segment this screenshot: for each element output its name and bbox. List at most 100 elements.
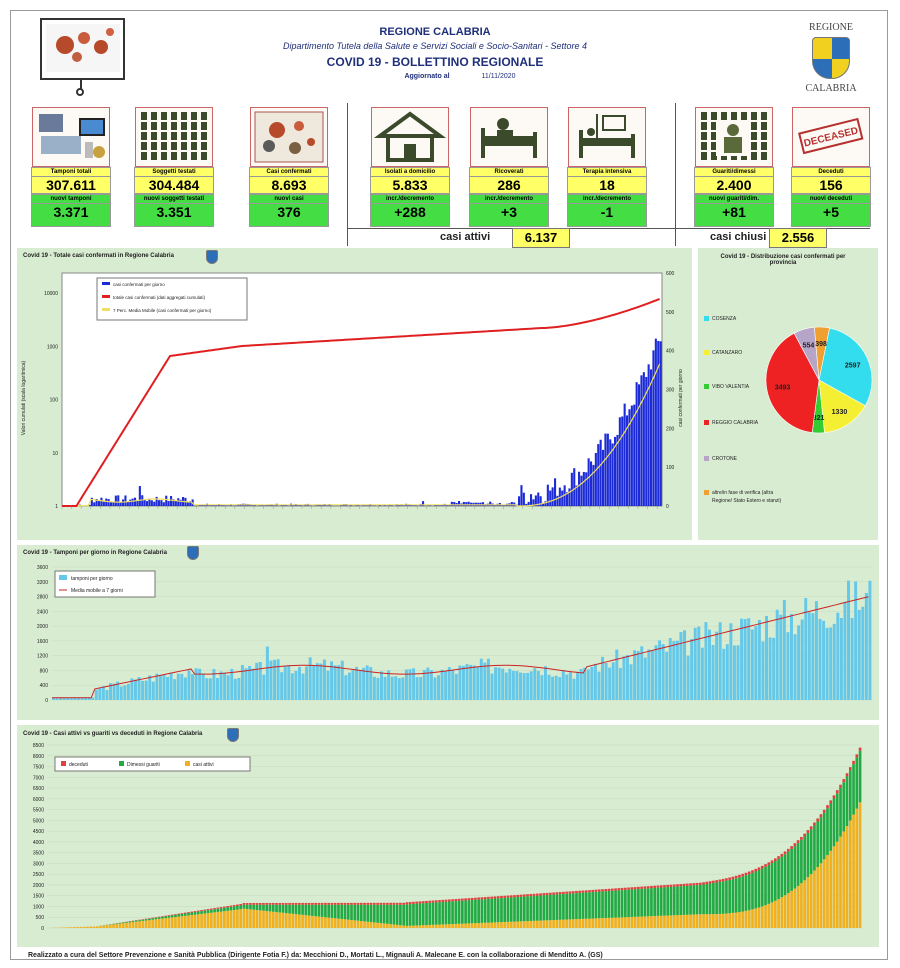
chart3-bar [429,670,433,700]
chart3-bar [315,663,319,700]
chart3-bar [836,612,840,700]
people-grid-icon [135,107,213,167]
chart1-legend [96,277,248,321]
chart1-bar [652,350,655,506]
chart3-bar [326,670,330,700]
chart3-y-tick: 1600 [37,639,48,645]
chart4-deceduti-bar [245,903,249,905]
chart4-guariti-bar [503,897,507,922]
chart3-bar [558,677,562,700]
chart4-deceduti-bar [161,916,164,917]
chart1-bar [566,492,569,506]
chart4-attivi-bar [405,925,409,928]
region-logo: REGIONE CALABRIA [800,22,862,94]
chart4-deceduti-bar [252,903,256,905]
chart4-guariti-bar [223,907,226,912]
chart4-y-tick: 8000 [33,754,44,760]
chart4-deceduti-bar [399,902,402,905]
chart1-bar [266,505,269,506]
chart4-attivi-bar [708,914,712,928]
chart4-attivi-bar [552,920,555,928]
chart3-bar [173,679,177,700]
chart4-guariti-bar [506,897,510,922]
chart1-bar [90,497,93,506]
chart3-bar [665,651,669,700]
chart4-attivi-bar [610,917,614,928]
chart4-guariti-bar [425,903,428,926]
chart3-bar [130,678,134,700]
chart1-bar [532,499,535,506]
chart4-attivi-bar [239,909,242,928]
chart4-guariti-bar [699,884,702,915]
stat-value: 307.611 [31,176,111,194]
chart4-attivi-bar [291,913,295,928]
chart4-guariti-bar [659,887,663,916]
chart4-attivi-bar [692,914,696,928]
chart4-guariti-bar [382,904,386,924]
chart1-left-tick: 10000 [44,291,58,297]
chart3-bar [508,668,512,700]
chart3-bar [486,658,490,700]
chart4-attivi-bar [689,914,692,928]
chart1-bar [575,485,578,506]
chart3-bar [69,698,73,700]
chart1-bar [412,505,415,506]
chart4-attivi-bar [594,918,598,928]
chart4-guariti-bar [682,886,686,915]
chart4-deceduti-bar [757,867,761,871]
chart4-guariti-bar [183,913,187,916]
chart4-deceduti-bar [734,875,738,879]
chart3-bar [590,666,594,700]
chart4-attivi-bar [340,918,344,928]
chart1-bar [354,505,357,506]
chart4-attivi-bar [337,918,340,928]
chart4-guariti-bar [402,904,405,926]
chart4-guariti-bar [337,904,340,919]
chart4-deceduti-bar [813,822,816,826]
chart4-deceduti-bar [773,858,777,862]
chart4-guariti-bar [304,904,308,916]
chart3-bar [568,672,572,700]
chart4-attivi-bar [431,924,435,928]
chart3-bar [362,667,366,700]
chart4-attivi-bar [529,920,533,928]
chart4-attivi-bar [157,918,161,928]
chart4-guariti-bar [157,917,161,919]
chart3-bar [404,669,408,700]
chart4-deceduti-bar [620,887,624,891]
chart4-guariti-bar [610,890,614,918]
chart4-y-tick: 4000 [33,840,44,846]
chart4-guariti-bar [646,888,650,917]
chart1-bar [594,452,597,506]
chart3-bar [255,662,259,700]
chart3-y-tick: 3200 [37,580,48,586]
chart3-bar [772,637,776,700]
chart4-guariti-bar [617,890,621,918]
chart4-guariti-bar [627,889,630,918]
chart1-legend-swatch [102,308,110,311]
chart4-deceduti-bar [284,902,288,905]
chart4-attivi-bar [288,913,291,928]
chart4-attivi-bar [578,919,582,928]
chart3-bar [743,619,747,700]
updated-date: 11/11/2020 [481,73,516,80]
chart4-guariti-bar [672,886,676,916]
pie-legend-label: VIBO VALENTIA [712,384,750,390]
chart4-guariti-bar [268,904,272,912]
chart1-bar [292,504,295,506]
chart4-guariti-bar [685,885,689,915]
chart3-bar [290,673,294,700]
chart3-bar [87,697,91,700]
chart3-bar [84,697,88,700]
chart4-y-tick: 6000 [33,797,44,803]
chart1-bar [494,504,497,506]
chart4-deceduti-bar [581,890,585,893]
stat-value: 5.833 [370,176,450,194]
chart4-attivi-bar [373,922,376,928]
chart4-deceduti-bar [633,887,637,890]
chart4-deceduti-bar [236,904,239,906]
chart4-guariti-bar [770,863,774,903]
chart1-bar [422,501,425,506]
chart4-attivi-bar [731,912,735,928]
chart1-bar [534,495,537,506]
